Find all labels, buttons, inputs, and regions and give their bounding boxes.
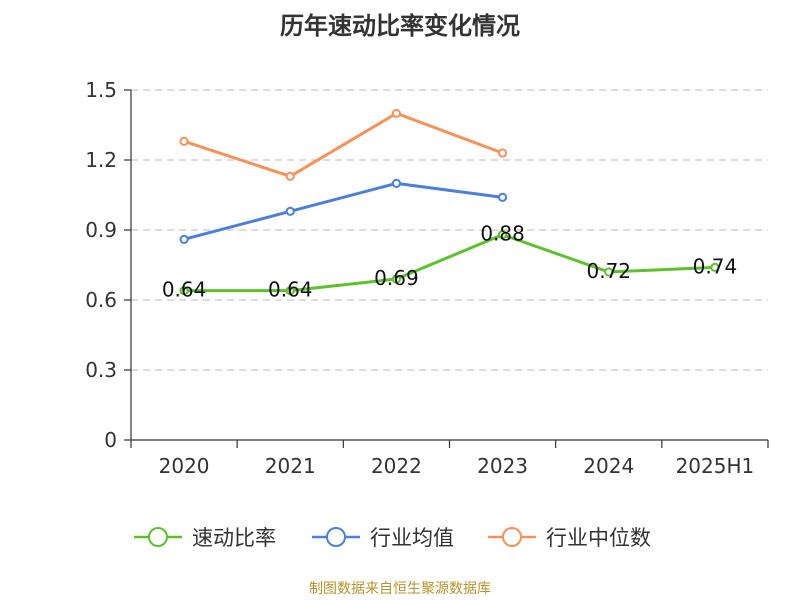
data-point [285,171,295,181]
series-lines [179,108,720,296]
data-label: 0.64 [162,278,207,302]
x-tick-label: 2024 [583,454,634,478]
data-point [710,262,720,272]
data-point [391,108,402,118]
data-label: 0.72 [586,259,631,283]
data-point [391,274,402,284]
data-point [179,234,189,244]
x-tick-label: 2023 [477,454,528,478]
x-tick-label: 2022 [371,454,422,478]
data-point [179,286,189,296]
series-line [184,233,715,293]
x-tick-label: 2025H1 [676,454,755,478]
data-label: 0.74 [693,254,738,278]
data-point [497,230,508,240]
legend-label: 速动比率 [192,526,276,550]
data-point [391,178,402,188]
data-labels: 0.64 0.64 0.69 0.88 0.72 0.74 [162,222,737,302]
y-tick-label: 0.6 [85,288,117,312]
x-tick-label: 2021 [265,454,316,478]
series-line [183,181,503,241]
data-label: 0.64 [268,278,313,302]
gridlines [131,89,768,371]
data-label: 0.88 [480,222,525,246]
y-tick-label: 0 [104,428,117,452]
series-line [183,111,504,178]
data-label: 0.69 [374,266,419,290]
y-tick-label: 0.3 [85,358,117,382]
x-tick-label: 2020 [159,454,210,478]
data-point [285,286,295,296]
legend: 速动比率 行业均值 行业中位数 [134,526,651,550]
chart-title: 历年速动比率变化情况 [280,12,520,40]
data-point [604,267,614,277]
data-point [285,206,295,216]
y-tick-label: 1.5 [85,78,117,102]
legend-marker [502,527,522,547]
y-tick-label: 0.9 [85,218,117,242]
legend-label: 行业中位数 [546,526,651,550]
data-point [497,148,508,158]
axes: 0 0.3 0.6 0.9 1.2 1.5 2020 2021 2022 2023 2024 2025… [85,78,769,478]
legend-label: 行业均值 [370,526,454,550]
legend-marker [148,527,168,547]
source-note: 制图数据来自恒生聚源数据库 [309,581,491,597]
legend-marker [326,527,346,547]
data-point [497,192,508,202]
y-tick-label: 1.2 [85,148,117,172]
data-point [179,136,189,146]
